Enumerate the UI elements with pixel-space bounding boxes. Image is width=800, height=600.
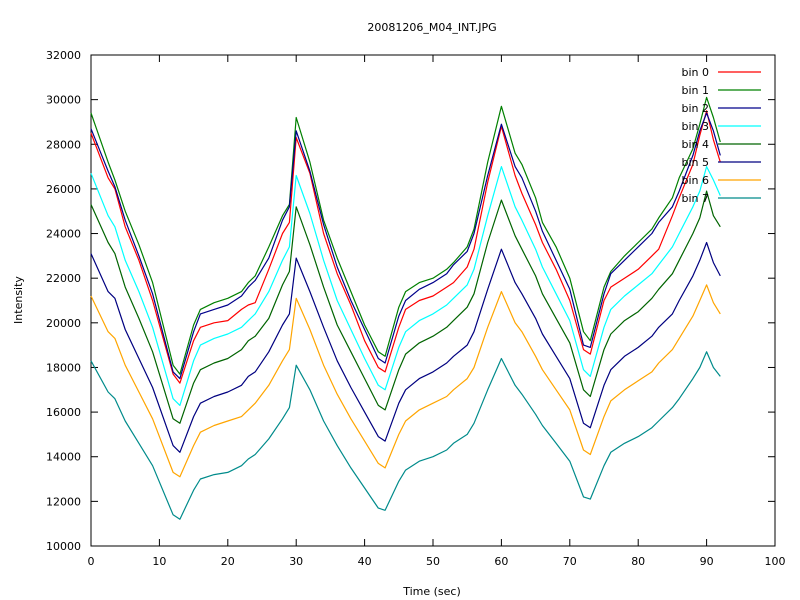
y-axis-label: Intensity: [12, 276, 25, 324]
y-tick-label: 24000: [46, 228, 81, 241]
y-tick-label: 22000: [46, 272, 81, 285]
series-line-0: [90, 110, 721, 384]
x-tick-label: 60: [494, 555, 508, 568]
y-tick-label: 18000: [46, 361, 81, 374]
legend-label: bin 0: [681, 66, 709, 79]
x-tick-label: 80: [631, 555, 645, 568]
y-tick-label: 28000: [46, 138, 81, 151]
series-line-5: [90, 241, 721, 453]
x-tick-label: 40: [358, 555, 372, 568]
series-line-4: [90, 190, 721, 424]
x-tick-label: 100: [765, 555, 786, 568]
legend-label: bin 4: [681, 138, 709, 151]
series-line-7: [90, 351, 721, 520]
legend-label: bin 1: [681, 84, 709, 97]
legend-label: bin 2: [681, 102, 709, 115]
x-tick-label: 90: [700, 555, 714, 568]
series-line-1: [90, 96, 721, 375]
y-tick-label: 14000: [46, 451, 81, 464]
axis-ticks: 0 10 20 30 40 50 60 70 80 90 100 10000 12000 14000 160…: [46, 49, 786, 568]
y-tick-label: 26000: [46, 183, 81, 196]
x-tick-label: 0: [88, 555, 95, 568]
y-tick-label: 30000: [46, 94, 81, 107]
legend-label: bin 3: [681, 120, 709, 133]
y-tick-label: 16000: [46, 406, 81, 419]
legend-label: bin 5: [681, 156, 709, 169]
chart-title: 20081206_M04_INT.JPG: [367, 21, 496, 34]
x-tick-label: 50: [426, 555, 440, 568]
series-line-6: [90, 284, 721, 478]
x-axis-label: Time (sec): [402, 585, 461, 598]
series-lines: [90, 96, 721, 520]
series-line-2: [90, 112, 721, 380]
series-line-3: [90, 166, 721, 406]
x-tick-label: 30: [289, 555, 303, 568]
x-tick-label: 20: [221, 555, 235, 568]
legend-label: bin 6: [681, 174, 709, 187]
x-tick-label: 10: [152, 555, 166, 568]
y-tick-label: 32000: [46, 49, 81, 62]
legend-label: bin 7: [681, 192, 709, 205]
legend: bin 0 bin 1 bin 2 bin 3 bin 4 bin 5 bin 6 bin 7: [681, 66, 761, 205]
y-tick-label: 20000: [46, 317, 81, 330]
y-tick-label: 10000: [46, 540, 81, 553]
x-tick-label: 70: [563, 555, 577, 568]
plot-area-border: [90, 54, 776, 547]
y-tick-label: 12000: [46, 495, 81, 508]
